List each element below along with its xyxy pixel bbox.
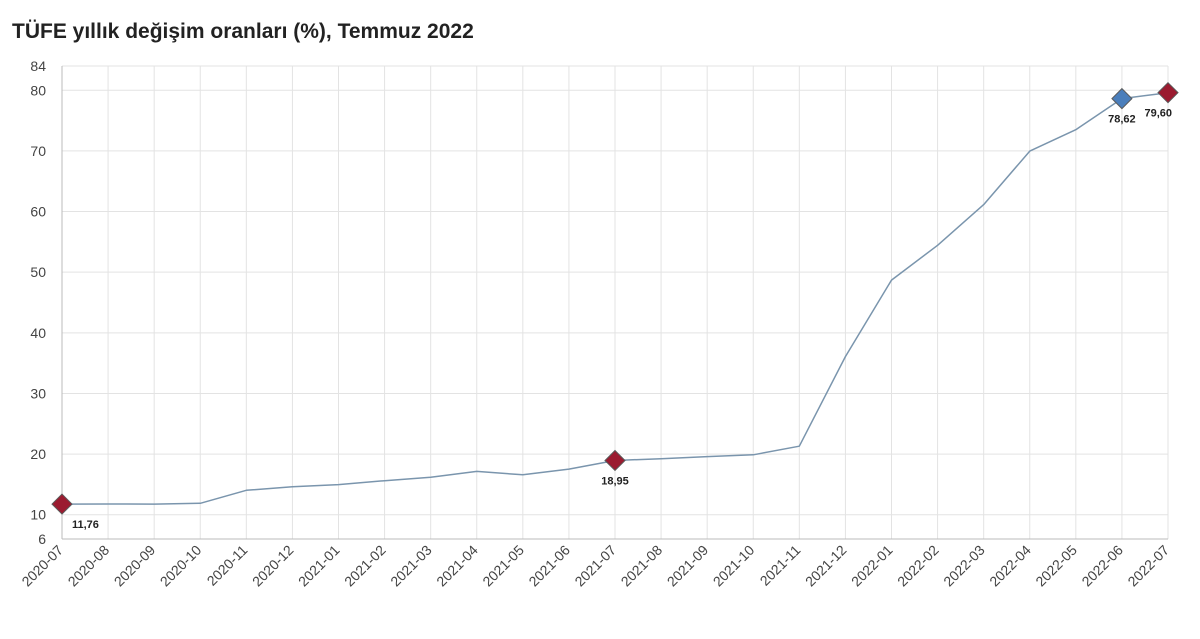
- data-point: [567, 467, 571, 471]
- x-tick-label: 2022-04: [986, 542, 1034, 590]
- data-point: [521, 473, 525, 477]
- highlight-marker: [604, 449, 626, 472]
- x-tick-label: 2021-09: [664, 542, 712, 590]
- data-point: [383, 479, 387, 483]
- x-tick-label: 2021-06: [525, 542, 573, 590]
- data-point: [1074, 128, 1078, 132]
- x-tick-label: 2022-03: [940, 542, 988, 590]
- x-tick-label: 2021-04: [433, 542, 481, 590]
- data-point: [337, 483, 341, 487]
- data-point: [106, 502, 110, 506]
- x-tick-label: 2022-01: [848, 542, 896, 590]
- x-tick-label: 2021-10: [710, 542, 758, 590]
- x-tick-label: 2021-12: [802, 542, 850, 590]
- x-tick-label: 2020-12: [249, 542, 297, 590]
- data-point: [705, 455, 709, 459]
- data-point: [152, 502, 156, 506]
- highlight-marker: [51, 493, 73, 515]
- data-point: [936, 243, 940, 247]
- y-tick-label: 60: [30, 204, 46, 220]
- x-tick-label: 2020-09: [111, 542, 159, 590]
- x-tick-label: 2021-05: [479, 542, 527, 590]
- highlight-marker: [1111, 87, 1133, 110]
- y-tick-label: 80: [30, 82, 46, 98]
- y-tick-label: 40: [30, 325, 46, 341]
- x-tick-label: 2020-11: [204, 542, 251, 589]
- data-point: [659, 457, 663, 461]
- x-tick-label: 2020-08: [65, 542, 113, 590]
- marker-layer: 11,76 18,95 78,62 79,60: [51, 81, 1179, 531]
- x-tick-label: 2020-10: [157, 542, 205, 590]
- data-label: 78,62: [1108, 114, 1136, 126]
- highlight-marker: [1157, 81, 1179, 104]
- x-tick-label: 2020-07: [18, 542, 66, 590]
- data-point: [751, 453, 755, 457]
- y-tick-label: 30: [30, 385, 46, 401]
- y-tick-label: 6: [38, 531, 46, 547]
- data-point: [429, 475, 433, 479]
- y-tick-label: 10: [30, 507, 46, 523]
- data-point: [475, 469, 479, 473]
- data-point: [244, 488, 248, 492]
- x-tick-label: 2022-06: [1078, 542, 1126, 590]
- y-tick-label: 84: [30, 58, 46, 74]
- data-point: [890, 278, 894, 282]
- x-tick-label: 2022-05: [1032, 542, 1080, 590]
- y-axis: 6 10 20 30 40 50 60 70 80 84: [30, 58, 63, 547]
- y-tick-label: 70: [30, 143, 46, 159]
- x-tick-label: 2021-08: [618, 542, 666, 590]
- data-point: [290, 485, 294, 489]
- y-tick-label: 50: [30, 264, 46, 280]
- data-point: [198, 501, 202, 505]
- x-tick-label: 2021-07: [571, 542, 619, 590]
- data-label: 18,95: [601, 475, 629, 487]
- data-label: 11,76: [72, 519, 99, 531]
- x-tick-label: 2021-01: [295, 542, 343, 590]
- data-point: [982, 203, 986, 207]
- data-point: [797, 444, 801, 448]
- chart-title: TÜFE yıllık değişim oranları (%), Temmuz…: [12, 20, 474, 43]
- x-tick-label: 2021-03: [387, 542, 435, 590]
- x-tick-label: 2021-02: [341, 542, 389, 590]
- data-point: [843, 355, 847, 359]
- x-tick-label: 2022-07: [1124, 542, 1172, 590]
- x-tick-label: 2022-02: [894, 542, 942, 590]
- x-tick-label: 2021-11: [757, 542, 804, 589]
- y-tick-label: 20: [30, 446, 46, 462]
- data-label: 79,60: [1144, 108, 1172, 120]
- data-point: [1028, 149, 1032, 153]
